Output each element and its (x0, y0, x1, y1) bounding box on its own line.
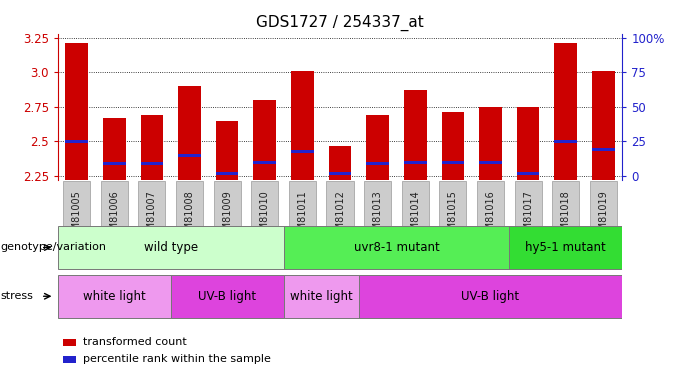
Bar (404, 160, 426, 164)
FancyBboxPatch shape (251, 181, 278, 253)
Bar (441, 160, 464, 164)
FancyBboxPatch shape (402, 181, 429, 253)
FancyBboxPatch shape (364, 181, 391, 253)
FancyBboxPatch shape (176, 181, 203, 253)
Bar (367, 115, 389, 180)
Bar (367, 162, 389, 165)
Bar (592, 71, 615, 180)
Bar (216, 172, 239, 175)
Bar (103, 118, 126, 180)
FancyBboxPatch shape (515, 181, 542, 253)
Bar (328, 146, 352, 180)
Bar (103, 162, 126, 165)
Text: wild type: wild type (143, 241, 198, 254)
Bar (479, 160, 502, 164)
Bar (141, 115, 163, 180)
Bar (441, 112, 464, 180)
Bar (554, 44, 577, 180)
FancyBboxPatch shape (101, 181, 128, 253)
FancyBboxPatch shape (171, 274, 284, 318)
Text: GSM81012: GSM81012 (335, 190, 345, 243)
Bar (592, 148, 615, 151)
Text: GSM81017: GSM81017 (523, 190, 533, 243)
FancyBboxPatch shape (359, 274, 622, 318)
Bar (141, 162, 163, 165)
Text: GSM81014: GSM81014 (410, 190, 420, 243)
Text: GSM81011: GSM81011 (297, 190, 307, 243)
FancyBboxPatch shape (214, 181, 241, 253)
FancyBboxPatch shape (63, 181, 90, 253)
Bar (63, 339, 76, 346)
Bar (178, 154, 201, 157)
Bar (63, 356, 76, 363)
Text: GSM81005: GSM81005 (71, 190, 82, 243)
Text: UV-B light: UV-B light (462, 290, 520, 303)
Text: white light: white light (83, 290, 146, 303)
FancyBboxPatch shape (552, 181, 579, 253)
Bar (517, 107, 539, 180)
FancyBboxPatch shape (439, 181, 466, 253)
Bar (178, 86, 201, 180)
Text: genotype/variation: genotype/variation (1, 243, 107, 252)
Bar (254, 100, 276, 180)
Bar (328, 172, 352, 175)
FancyBboxPatch shape (509, 226, 622, 269)
Bar (404, 90, 426, 180)
Text: GSM81007: GSM81007 (147, 190, 157, 243)
Text: GSM81010: GSM81010 (260, 190, 270, 243)
Text: transformed count: transformed count (83, 337, 187, 347)
Bar (517, 172, 539, 175)
FancyBboxPatch shape (138, 181, 165, 253)
Bar (254, 160, 276, 164)
Text: GSM81016: GSM81016 (486, 190, 496, 243)
Bar (291, 71, 313, 180)
Bar (216, 121, 239, 180)
FancyBboxPatch shape (58, 226, 284, 269)
Text: white light: white light (290, 290, 352, 303)
Bar (554, 140, 577, 143)
FancyBboxPatch shape (58, 274, 171, 318)
FancyBboxPatch shape (284, 274, 359, 318)
Text: GSM81009: GSM81009 (222, 190, 232, 243)
Title: GDS1727 / 254337_at: GDS1727 / 254337_at (256, 15, 424, 31)
Bar (479, 107, 502, 180)
Text: percentile rank within the sample: percentile rank within the sample (83, 354, 271, 364)
Bar (65, 44, 88, 180)
Text: GSM81018: GSM81018 (561, 190, 571, 243)
Bar (291, 150, 313, 153)
Text: hy5-1 mutant: hy5-1 mutant (526, 241, 606, 254)
FancyBboxPatch shape (590, 181, 617, 253)
Text: GSM81019: GSM81019 (598, 190, 609, 243)
Text: GSM81013: GSM81013 (373, 190, 383, 243)
Text: uvr8-1 mutant: uvr8-1 mutant (354, 241, 439, 254)
Text: stress: stress (1, 291, 33, 301)
Text: UV-B light: UV-B light (198, 290, 256, 303)
FancyBboxPatch shape (289, 181, 316, 253)
Bar (65, 140, 88, 143)
Text: GSM81006: GSM81006 (109, 190, 119, 243)
FancyBboxPatch shape (326, 181, 354, 253)
Text: GSM81008: GSM81008 (184, 190, 194, 243)
Text: GSM81015: GSM81015 (448, 190, 458, 243)
FancyBboxPatch shape (477, 181, 504, 253)
FancyBboxPatch shape (284, 226, 509, 269)
